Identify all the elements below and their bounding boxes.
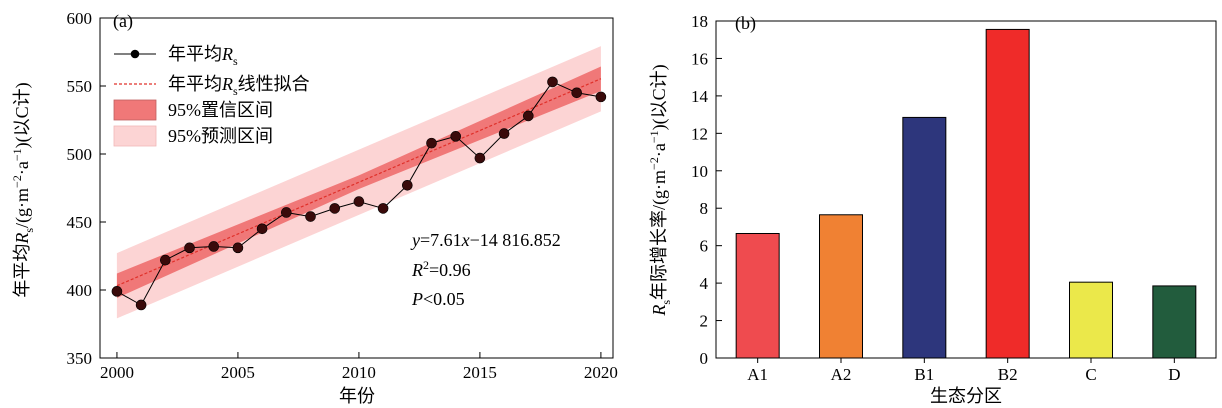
y-tick-label: 0 <box>700 349 709 368</box>
x-tick-label: 2000 <box>100 363 134 382</box>
data-point <box>281 207 292 218</box>
y-tick-label: 8 <box>700 199 709 218</box>
data-point <box>474 152 486 164</box>
bar-b1 <box>902 116 947 359</box>
y-tick-label: 16 <box>691 49 708 68</box>
y-tick-label: 14 <box>691 87 709 106</box>
data-point <box>498 128 510 139</box>
confidence-interval-band <box>116 66 601 298</box>
category-label: B1 <box>914 365 934 384</box>
legend-a: 年平均Rs 年平均Rs线性拟合 95%置信区间 95%预测区间 <box>113 44 310 147</box>
y-tick-label: 400 <box>67 281 93 300</box>
legend-swatch-ci <box>113 99 157 121</box>
x-axis-title-a: 年份 <box>339 386 375 406</box>
category-label: A2 <box>831 365 852 384</box>
y-tick-label: 10 <box>691 162 708 181</box>
x-axis-title-b: 生态分区 <box>930 386 1002 406</box>
data-point <box>402 179 413 191</box>
x-tick-label: 2010 <box>342 363 376 382</box>
data-point <box>547 76 558 88</box>
data-point <box>426 137 437 149</box>
data-point <box>135 299 147 311</box>
bar-b2 <box>985 28 1030 359</box>
category-label: B2 <box>998 365 1018 384</box>
y-tick-label: 500 <box>67 145 93 164</box>
category-label: C <box>1085 365 1096 384</box>
data-point <box>184 242 195 254</box>
y-ticks-b: 0 2 4 6 8 10 12 14 16 18 <box>691 12 722 368</box>
y-tick-label: 350 <box>67 349 93 368</box>
regression-equation: y=7.61x−14 816.852 <box>410 230 561 250</box>
data-point <box>450 131 462 142</box>
category-label: D <box>1168 365 1180 384</box>
legend-item-ci: 95%置信区间 <box>168 100 273 120</box>
legend-swatch-point <box>130 49 140 59</box>
panel-b-bar-chart: A1 A2 B1 B2 C D 0 2 4 6 8 10 12 14 16 18 (b) 生态分区 Rs年际… <box>647 12 1217 406</box>
data-point <box>571 87 583 99</box>
legend-swatch-pi <box>113 125 157 147</box>
data-point <box>256 223 268 235</box>
y-tick-label: 550 <box>67 77 93 96</box>
data-point <box>111 286 123 297</box>
data-point <box>595 91 607 103</box>
bar-c <box>1069 281 1113 359</box>
bar-a2 <box>819 214 863 359</box>
data-point <box>160 254 171 266</box>
y-tick-label: 6 <box>700 237 709 256</box>
linear-fit-line <box>116 78 602 287</box>
y-tick-label: 18 <box>691 12 708 31</box>
data-point <box>305 211 316 222</box>
data-point <box>523 110 534 122</box>
y-tick-label: 12 <box>691 124 708 143</box>
x-ticks-b: A1 A2 B1 B2 C D <box>747 358 1180 384</box>
x-tick-label: 2020 <box>584 363 618 382</box>
data-point <box>377 203 389 214</box>
data-point <box>208 241 220 252</box>
legend-item-annual-mean: 年平均Rs <box>168 44 238 68</box>
legend-item-linear-fit: 年平均Rs线性拟合 <box>168 74 310 98</box>
category-label: A1 <box>747 365 768 384</box>
x-tick-label: 2015 <box>463 363 497 382</box>
bars <box>735 28 1197 359</box>
y-tick-label: 4 <box>700 274 709 293</box>
legend-item-pi: 95%预测区间 <box>168 126 273 146</box>
y-axis-title-b: Rs年际增长率/(g·m−2·a−1)(以C计) <box>647 64 673 316</box>
panel-label-b: (b) <box>735 13 756 34</box>
bar-a1 <box>735 232 780 359</box>
panel-a-line-chart: 2000 2005 2010 2015 2020 350400450500550600 … <box>10 9 618 406</box>
bar-d <box>1152 285 1197 359</box>
r-squared: R2=0.96 <box>411 258 471 280</box>
data-point <box>353 196 365 207</box>
data-points <box>111 76 607 311</box>
x-ticks-a: 2000 2005 2010 2015 2020 <box>100 352 618 382</box>
y-ticks-a: 350 400 450 500 550 600 <box>67 9 106 368</box>
data-point <box>329 203 341 214</box>
y-tick-label: 450 <box>67 213 93 232</box>
plot-frame-a <box>99 17 614 359</box>
panel-label-a: (a) <box>113 11 133 32</box>
x-tick-label: 2005 <box>221 363 255 382</box>
data-point <box>232 242 244 254</box>
plot-frame-b <box>715 20 1217 359</box>
p-value: P<0.05 <box>411 289 465 309</box>
y-tick-label: 600 <box>67 9 93 28</box>
y-axis-title-a: 年平均Rs/(g·m−2·a−1)(以C计) <box>10 82 36 297</box>
y-tick-label: 2 <box>700 312 709 331</box>
